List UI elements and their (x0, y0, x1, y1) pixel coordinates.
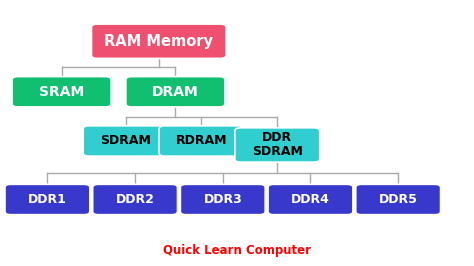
FancyBboxPatch shape (356, 184, 440, 215)
FancyBboxPatch shape (235, 128, 319, 162)
Text: RAM Memory: RAM Memory (104, 34, 213, 49)
Text: DDR2: DDR2 (116, 193, 155, 206)
FancyBboxPatch shape (5, 184, 90, 215)
FancyBboxPatch shape (91, 24, 226, 59)
Text: DDR3: DDR3 (203, 193, 242, 206)
Text: DDR4: DDR4 (291, 193, 330, 206)
FancyBboxPatch shape (12, 77, 111, 107)
FancyBboxPatch shape (92, 184, 177, 215)
Text: Quick Learn Computer: Quick Learn Computer (163, 244, 311, 256)
Text: DDR5: DDR5 (379, 193, 418, 206)
Text: SRAM: SRAM (39, 85, 84, 99)
Text: DDR1: DDR1 (28, 193, 67, 206)
FancyBboxPatch shape (83, 126, 168, 156)
FancyBboxPatch shape (180, 184, 265, 215)
FancyBboxPatch shape (268, 184, 353, 215)
Text: DRAM: DRAM (152, 85, 199, 99)
FancyBboxPatch shape (126, 77, 225, 107)
Text: DDR
SDRAM: DDR SDRAM (252, 131, 303, 159)
FancyBboxPatch shape (159, 126, 244, 156)
Text: SDRAM: SDRAM (100, 135, 151, 147)
Text: RDRAM: RDRAM (176, 135, 227, 147)
